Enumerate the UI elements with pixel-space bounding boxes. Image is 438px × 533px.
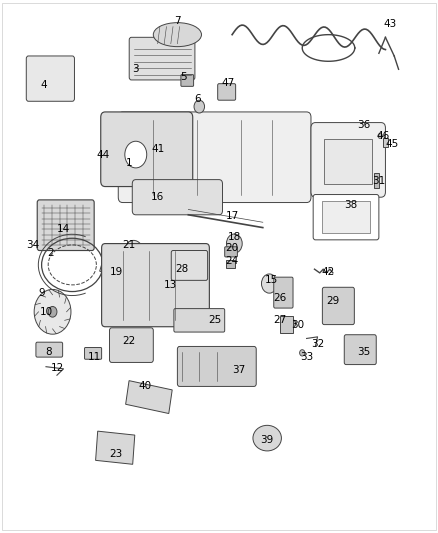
Text: 38: 38 (344, 200, 357, 210)
Text: 7: 7 (174, 17, 181, 26)
Text: 41: 41 (151, 144, 164, 154)
Text: 9: 9 (38, 288, 45, 298)
Circle shape (194, 100, 205, 113)
Text: 17: 17 (226, 211, 239, 221)
Text: 4: 4 (40, 80, 47, 90)
Text: 34: 34 (26, 240, 39, 250)
Circle shape (34, 289, 71, 334)
Text: 47: 47 (221, 78, 234, 87)
Polygon shape (95, 431, 135, 464)
Text: 20: 20 (226, 243, 239, 253)
Text: 5: 5 (180, 72, 187, 82)
Text: 40: 40 (138, 382, 151, 391)
Text: 39: 39 (261, 435, 274, 445)
Text: 18: 18 (228, 232, 241, 242)
Ellipse shape (253, 425, 281, 451)
FancyBboxPatch shape (311, 123, 385, 197)
Polygon shape (100, 256, 141, 287)
FancyBboxPatch shape (177, 346, 256, 386)
Text: 33: 33 (300, 352, 313, 362)
FancyBboxPatch shape (118, 112, 311, 203)
Text: 37: 37 (232, 366, 245, 375)
FancyBboxPatch shape (225, 247, 237, 257)
Text: 44: 44 (96, 150, 110, 159)
Circle shape (124, 240, 143, 264)
FancyBboxPatch shape (171, 251, 208, 280)
Text: 32: 32 (311, 339, 324, 349)
Text: 27: 27 (274, 315, 287, 325)
Text: 19: 19 (110, 267, 123, 277)
Ellipse shape (153, 22, 201, 47)
Text: 8: 8 (45, 347, 52, 357)
Bar (374, 173, 379, 188)
FancyBboxPatch shape (344, 335, 376, 365)
Bar (383, 138, 388, 147)
Text: 15: 15 (265, 275, 278, 285)
FancyBboxPatch shape (313, 195, 379, 240)
Text: 6: 6 (194, 94, 201, 103)
Circle shape (261, 274, 277, 293)
Circle shape (290, 320, 296, 327)
Text: 36: 36 (357, 120, 370, 130)
Circle shape (129, 247, 138, 257)
Text: 26: 26 (274, 294, 287, 303)
Polygon shape (126, 381, 172, 414)
Bar (226, 260, 235, 268)
FancyBboxPatch shape (322, 287, 354, 325)
Text: 3: 3 (132, 64, 139, 74)
Text: 14: 14 (57, 224, 70, 234)
Text: 12: 12 (50, 363, 64, 373)
Text: 30: 30 (291, 320, 304, 330)
FancyBboxPatch shape (174, 309, 225, 332)
Text: 16: 16 (151, 192, 164, 202)
FancyBboxPatch shape (36, 342, 63, 357)
FancyBboxPatch shape (274, 277, 293, 308)
Text: 22: 22 (123, 336, 136, 346)
FancyBboxPatch shape (181, 75, 194, 86)
Text: 45: 45 (385, 139, 399, 149)
FancyBboxPatch shape (101, 112, 193, 187)
FancyBboxPatch shape (110, 328, 153, 362)
FancyBboxPatch shape (102, 244, 209, 327)
Text: 2: 2 (47, 248, 54, 258)
Circle shape (300, 350, 305, 356)
Text: 42: 42 (322, 267, 335, 277)
Text: 1: 1 (126, 158, 133, 167)
Text: 28: 28 (175, 264, 188, 274)
Text: 13: 13 (164, 280, 177, 290)
Text: 43: 43 (383, 19, 396, 29)
FancyBboxPatch shape (37, 200, 94, 251)
Text: 35: 35 (357, 347, 370, 357)
Text: 25: 25 (208, 315, 221, 325)
Bar (322, 201, 370, 233)
Text: 24: 24 (226, 256, 239, 266)
Text: 21: 21 (123, 240, 136, 250)
FancyBboxPatch shape (26, 56, 74, 101)
Text: 10: 10 (39, 307, 53, 317)
Bar (324, 139, 372, 184)
FancyBboxPatch shape (132, 180, 223, 215)
FancyBboxPatch shape (129, 37, 195, 80)
FancyBboxPatch shape (218, 84, 236, 100)
Circle shape (125, 141, 147, 168)
Text: 46: 46 (377, 131, 390, 141)
Text: 11: 11 (88, 352, 101, 362)
Text: 23: 23 (110, 449, 123, 459)
FancyBboxPatch shape (85, 348, 102, 359)
Circle shape (378, 133, 382, 139)
Circle shape (48, 306, 57, 317)
Text: 31: 31 (372, 176, 385, 186)
Bar (280, 316, 293, 333)
Circle shape (226, 234, 242, 253)
Text: 29: 29 (326, 296, 339, 306)
